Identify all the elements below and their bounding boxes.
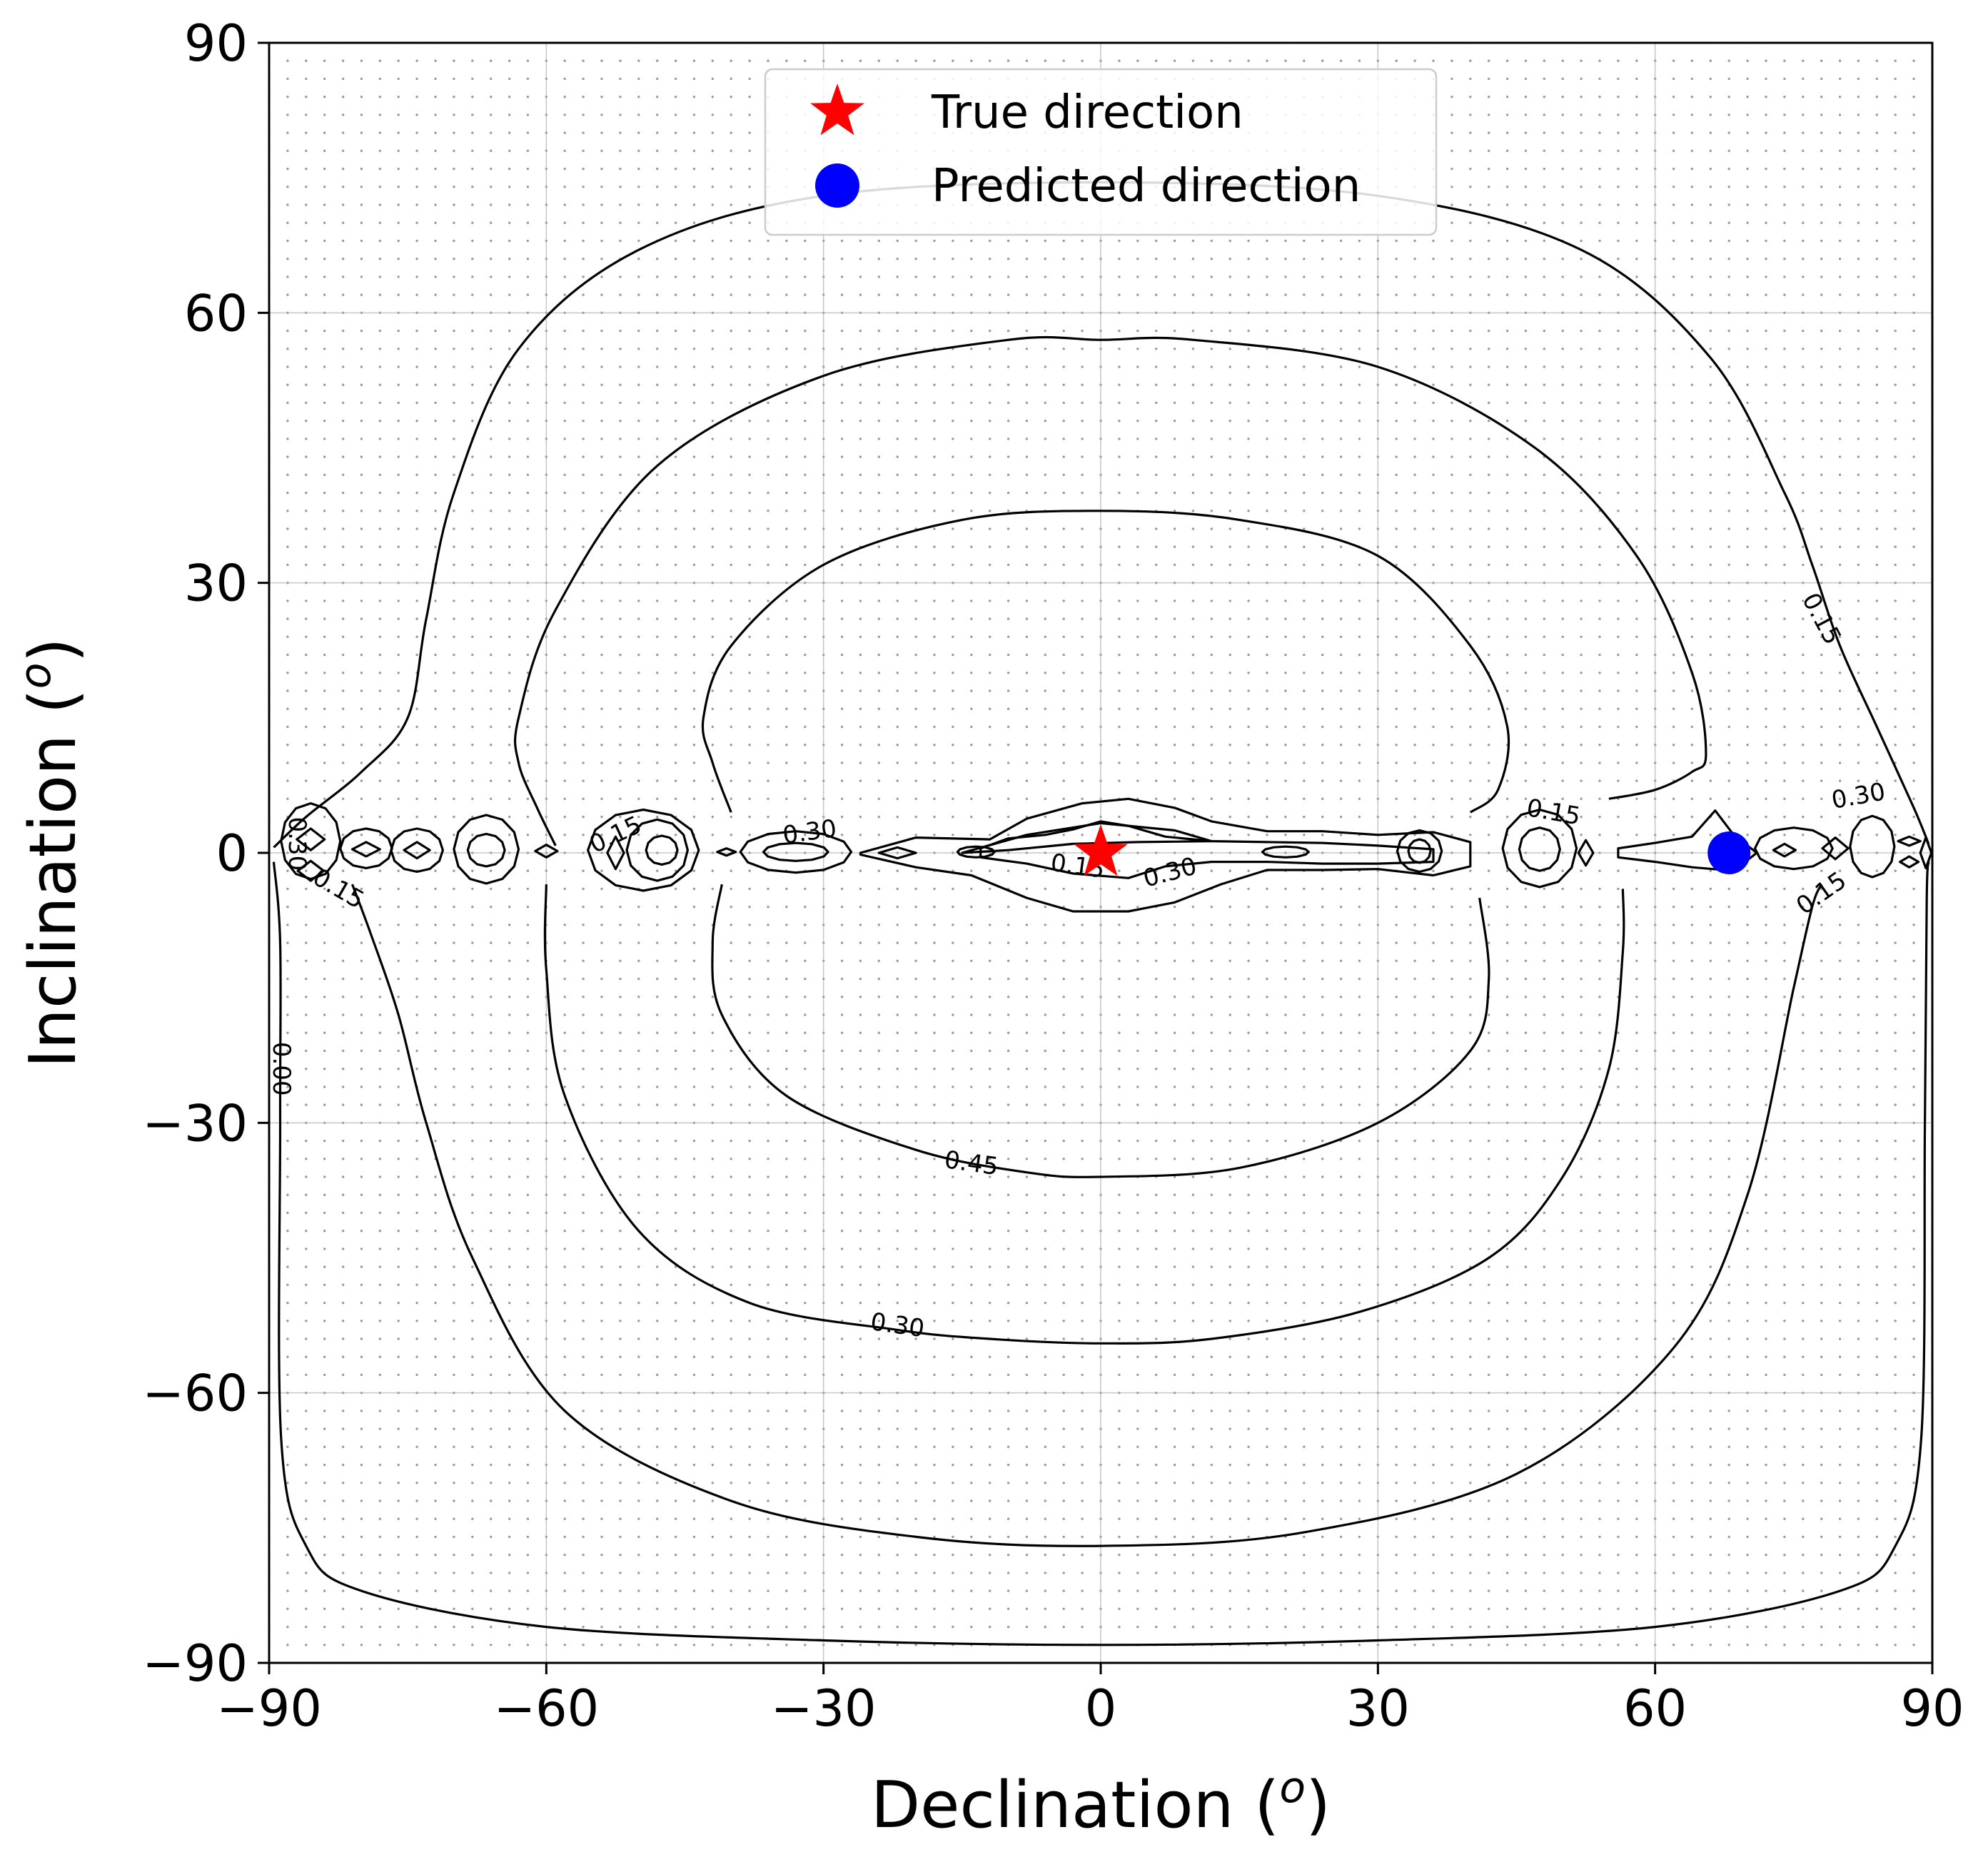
- x-tick-label: −60: [493, 1679, 599, 1738]
- contour-island: [716, 847, 737, 857]
- contour-island: [739, 830, 853, 874]
- y-axis-title: Inclination (o): [11, 637, 91, 1068]
- x-tick-label: 90: [1900, 1679, 1964, 1738]
- contour-island: [1407, 838, 1432, 864]
- y-tick-label: 30: [184, 555, 248, 613]
- contour-island: [1821, 836, 1850, 861]
- axis-ticks: −90 −60 −30 0 30 60 90 −90 −60 −30 0 30 60 90: [142, 14, 1964, 1738]
- contour-island: [606, 835, 625, 871]
- predicted-direction-marker: [1707, 831, 1751, 874]
- y-tick-label: −30: [142, 1094, 248, 1153]
- contour-island: [390, 827, 444, 874]
- true-direction-marker: [1074, 824, 1128, 876]
- contour-island: [1849, 814, 1896, 879]
- contour-island: [956, 845, 996, 859]
- x-tick-label: 0: [1085, 1679, 1117, 1738]
- contour-label: 0.00: [267, 1042, 296, 1096]
- contour-island: [1897, 835, 1922, 847]
- x-tick-label: −90: [216, 1679, 322, 1738]
- contour-central-outer: [859, 797, 1472, 913]
- contour-030-lower: [543, 884, 1625, 1345]
- direction-markers: [1074, 824, 1751, 876]
- contour-030-upper: [513, 335, 1707, 846]
- contour-island: [1772, 842, 1797, 858]
- contour-045-lower: [711, 884, 1490, 1178]
- contour-island: [350, 841, 381, 858]
- contour-island: [1899, 855, 1920, 869]
- contour-island: [339, 827, 393, 869]
- contour-island: [280, 802, 342, 881]
- contour-island: [1501, 808, 1578, 889]
- contour-island: [403, 841, 431, 860]
- y-tick-label: −90: [142, 1634, 248, 1693]
- contour-island: [453, 814, 520, 885]
- legend-box: [764, 68, 1438, 236]
- contour-000-lower: [272, 861, 1930, 1646]
- contour-island: [1753, 826, 1834, 871]
- contour-label: 0.30: [283, 817, 311, 871]
- contour-island: [1261, 845, 1310, 859]
- x-tick-label: 60: [1623, 1679, 1687, 1738]
- contour-island: [645, 834, 679, 866]
- contour-island: [1396, 829, 1443, 874]
- y-tick-label: 60: [184, 284, 248, 343]
- x-tick-label: −30: [771, 1679, 877, 1738]
- contour-island: [762, 841, 829, 862]
- legend-label: True direction: [931, 86, 1243, 139]
- contour-015-lower: [350, 884, 1823, 1547]
- contour-island: [1518, 826, 1561, 872]
- contour-central-inner: [961, 821, 1213, 854]
- contour-island: [625, 818, 689, 882]
- x-tick-label: 30: [1346, 1679, 1410, 1738]
- contour-island: [587, 808, 700, 892]
- y-tick-label: 0: [216, 824, 248, 883]
- x-axis-title: Declination (o): [871, 1763, 1331, 1843]
- contour-island: [466, 832, 506, 868]
- y-tick-label: −60: [142, 1365, 248, 1423]
- legend-circle-icon: [815, 163, 859, 208]
- y-tick-label: 90: [184, 14, 248, 73]
- contour-045-upper: [701, 510, 1510, 814]
- contour-island: [877, 846, 917, 860]
- legend: True direction Predicted direction: [764, 68, 1438, 236]
- contour-island: [534, 844, 559, 859]
- contour-island: [1577, 839, 1595, 867]
- legend-star-icon: [810, 84, 864, 136]
- legend-label: Predicted direction: [932, 160, 1361, 213]
- contour-island: [296, 859, 325, 882]
- contour-island: [296, 827, 326, 851]
